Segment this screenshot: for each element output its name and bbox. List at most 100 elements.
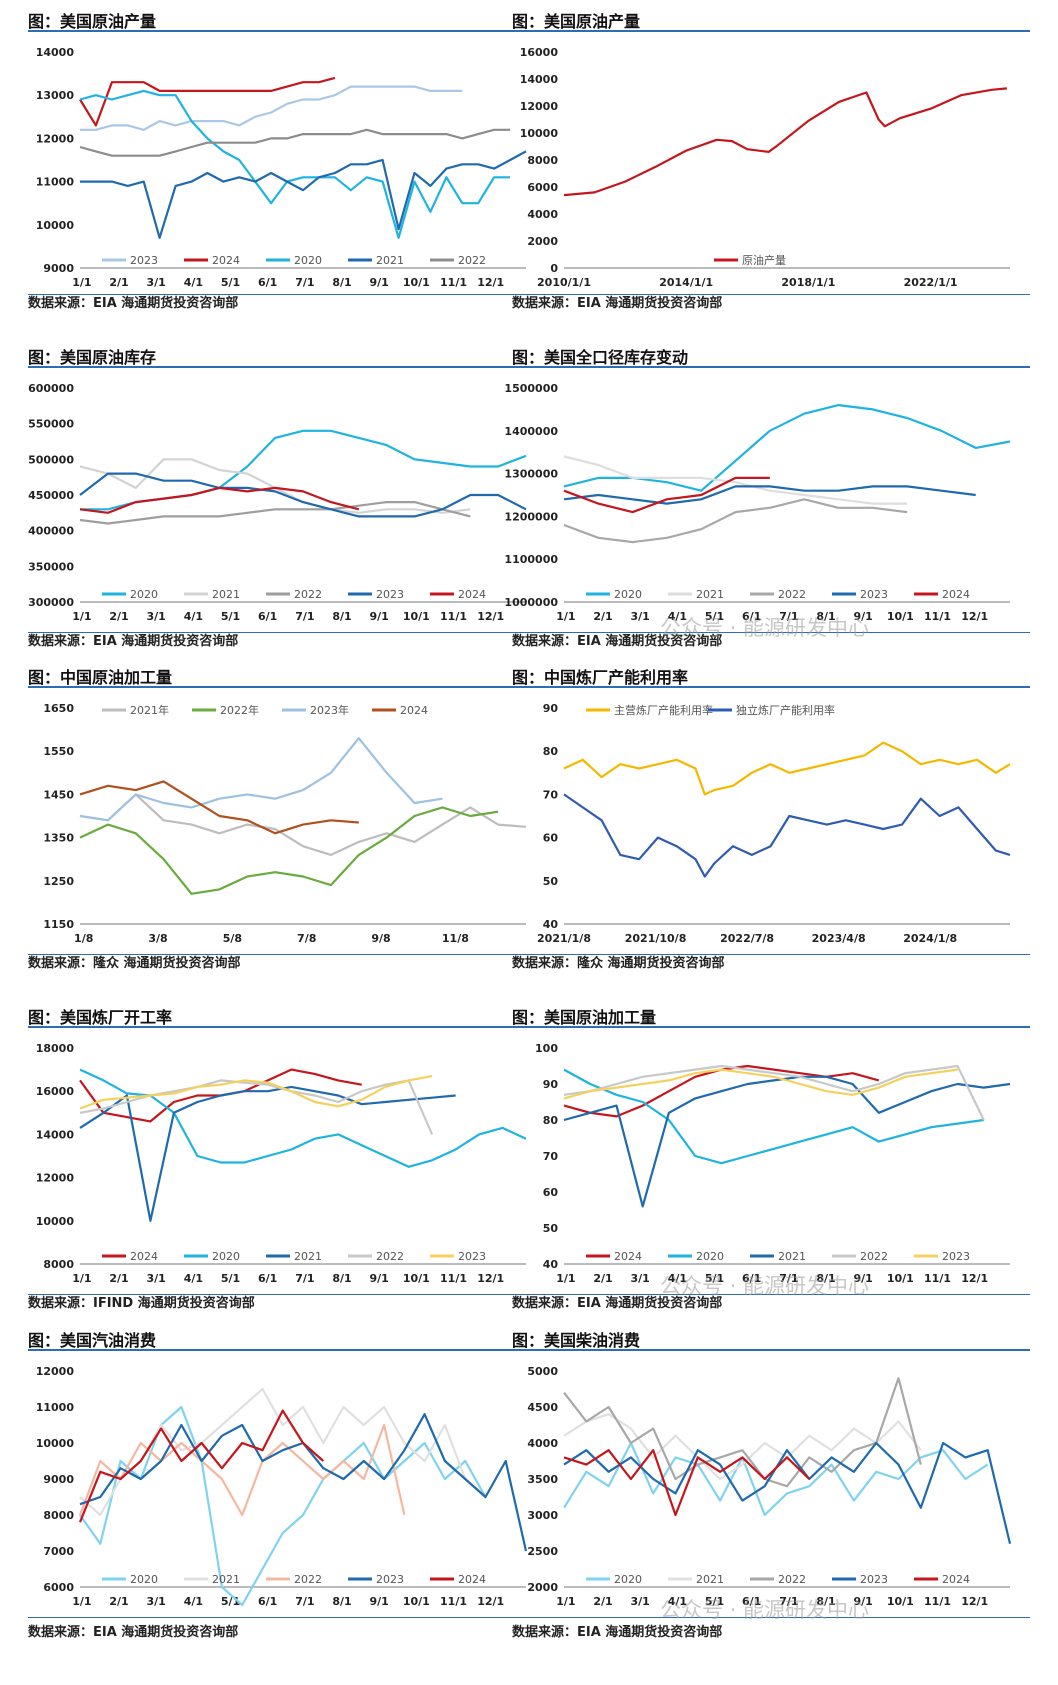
y-tick-label: 14000 xyxy=(36,46,75,59)
legend-label: 2020 xyxy=(614,1573,642,1586)
x-tick-label: 3/8 xyxy=(148,932,167,945)
x-tick-label: 10/1 xyxy=(403,1595,430,1608)
x-tick-label: 2/1 xyxy=(109,276,128,289)
legend-label: 2021 xyxy=(294,1250,322,1263)
y-tick-label: 80 xyxy=(543,745,559,758)
x-tick-label: 12/1 xyxy=(961,1272,988,1285)
x-tick-label: 9/1 xyxy=(370,1595,389,1608)
series-line-2020 xyxy=(563,1441,989,1517)
legend-label: 2024 xyxy=(212,254,240,267)
x-tick-label: 5/8 xyxy=(223,932,242,945)
y-tick-label: 40 xyxy=(543,1258,559,1271)
chart-source: 数据来源：EIA 海通期货投资咨询部 xyxy=(28,296,239,311)
legend-label: 2023 xyxy=(458,1250,486,1263)
y-tick-label: 12000 xyxy=(36,1365,75,1378)
y-tick-label: 1100000 xyxy=(504,553,558,566)
series-line-2023 xyxy=(79,1413,528,1552)
y-tick-label: 10000 xyxy=(36,1437,75,1450)
y-tick-label: 5000 xyxy=(527,1365,558,1378)
source-divider xyxy=(28,632,546,633)
y-tick-label: 3000 xyxy=(527,1509,558,1522)
series-line-2022 xyxy=(563,498,908,544)
y-tick-label: 1150 xyxy=(43,918,74,931)
x-tick-label: 10/1 xyxy=(403,610,430,623)
panel-us-gasoline-demand: 图：美国汽油消费 6000 7000 8000 9000 10000 11000 12000… xyxy=(28,1327,546,1640)
panel-china-refinery-utilization: 图：中国炼厂产能利用率 40 50 60 70 80 90 2021/1/8 2021/10/… xyxy=(512,664,1030,971)
y-tick-label: 350000 xyxy=(28,560,74,573)
y-tick-label: 8000 xyxy=(527,154,558,167)
legend-label: 独立炼厂产能利用率 xyxy=(736,703,835,717)
chart-china-refinery-utilization: 40 50 60 70 80 90 2021/1/8 2021/10/8 2022/7/8 202… xyxy=(537,702,1011,945)
x-tick-label: 10/1 xyxy=(887,1272,914,1285)
x-tick-label: 10/1 xyxy=(403,1272,430,1285)
x-tick-label: 3/1 xyxy=(147,1272,166,1285)
panel-us-crude-production-history: 图：美国原油产量 0 2000 4000 6000 8000 10000 12000 1400… xyxy=(512,8,1030,311)
series-line-2024 xyxy=(79,780,359,835)
x-tick-label: 2010/1/1 xyxy=(537,276,591,289)
chart-us-crude-inventory: 300000 350000 400000 450000 500000 550000 6000… xyxy=(28,382,527,623)
y-tick-label: 11000 xyxy=(36,1401,75,1414)
legend-label: 2020 xyxy=(212,1250,240,1263)
title-divider xyxy=(28,30,546,32)
y-tick-label: 70 xyxy=(543,788,559,801)
legend-label: 2024 xyxy=(400,704,428,717)
chart-source: 数据来源：EIA 海通期货投资咨询部 xyxy=(512,1296,723,1311)
x-tick-label: 8/1 xyxy=(332,1272,351,1285)
x-tick-label: 5/1 xyxy=(705,1595,724,1608)
x-tick-label: 9/1 xyxy=(854,610,873,623)
title-divider xyxy=(512,1349,1030,1351)
chart-title: 图：中国原油加工量 xyxy=(28,668,173,687)
x-tick-label: 6/1 xyxy=(742,610,761,623)
x-tick-label: 2/1 xyxy=(593,610,612,623)
x-tick-label: 2024/1/8 xyxy=(903,932,957,945)
y-tick-label: 50 xyxy=(543,875,559,888)
x-tick-label: 10/1 xyxy=(887,610,914,623)
series-line-2024 xyxy=(78,1409,325,1523)
series-line-主营炼厂产能利用率 xyxy=(563,741,1011,796)
y-tick-label: 2000 xyxy=(527,235,558,248)
panel-us-crude-inventory: 图：美国原油库存 300000 350000 400000 450000 500000 5… xyxy=(28,344,546,649)
x-tick-label: 2014/1/1 xyxy=(659,276,713,289)
title-divider xyxy=(28,366,546,368)
x-tick-label: 11/1 xyxy=(440,1272,467,1285)
series-line-2022年 xyxy=(79,806,499,895)
title-divider xyxy=(512,30,1030,32)
y-tick-label: 100 xyxy=(535,1042,558,1055)
y-tick-label: 450000 xyxy=(28,489,74,502)
y-tick-label: 0 xyxy=(550,262,558,275)
y-tick-label: 550000 xyxy=(28,418,74,431)
x-tick-label: 7/1 xyxy=(295,610,314,623)
chart-title: 图：美国柴油消费 xyxy=(512,1331,641,1350)
y-tick-label: 1350 xyxy=(43,832,74,845)
x-tick-label: 8/1 xyxy=(332,610,351,623)
series-line-2020 xyxy=(79,1405,487,1607)
y-tick-label: 1650 xyxy=(43,702,74,715)
y-tick-label: 1500000 xyxy=(504,382,558,395)
series-line-2023 xyxy=(563,485,976,505)
x-tick-label: 12/1 xyxy=(961,610,988,623)
series-line-2024 xyxy=(563,476,770,514)
x-tick-label: 2/1 xyxy=(109,1272,128,1285)
x-tick-label: 11/8 xyxy=(442,932,469,945)
title-divider xyxy=(512,686,1030,688)
x-tick-label: 2021/1/8 xyxy=(537,932,591,945)
chart-title: 图：美国炼厂开工率 xyxy=(28,1008,173,1027)
series-line-2020 xyxy=(80,429,527,511)
y-tick-label: 12000 xyxy=(36,1172,75,1185)
x-tick-label: 7/1 xyxy=(295,1272,314,1285)
chart-title: 图：美国原油加工量 xyxy=(512,1008,657,1027)
x-tick-label: 6/1 xyxy=(258,276,277,289)
y-tick-label: 1250 xyxy=(43,875,74,888)
x-tick-label: 12/1 xyxy=(961,1595,988,1608)
x-tick-label: 3/1 xyxy=(147,276,166,289)
x-tick-label: 7/1 xyxy=(295,276,314,289)
x-tick-label: 2018/1/1 xyxy=(781,276,835,289)
chart-us-gasoline-demand: 6000 7000 8000 9000 10000 11000 12000 1/1 2/1 3/1… xyxy=(36,1365,528,1608)
legend-label: 2020 xyxy=(130,1573,158,1586)
x-tick-label: 9/1 xyxy=(370,610,389,623)
y-tick-label: 9000 xyxy=(43,1473,74,1486)
title-divider xyxy=(28,1349,546,1351)
x-tick-label: 3/1 xyxy=(147,1595,166,1608)
x-tick-label: 2/1 xyxy=(593,1595,612,1608)
legend-label: 2022 xyxy=(376,1250,404,1263)
